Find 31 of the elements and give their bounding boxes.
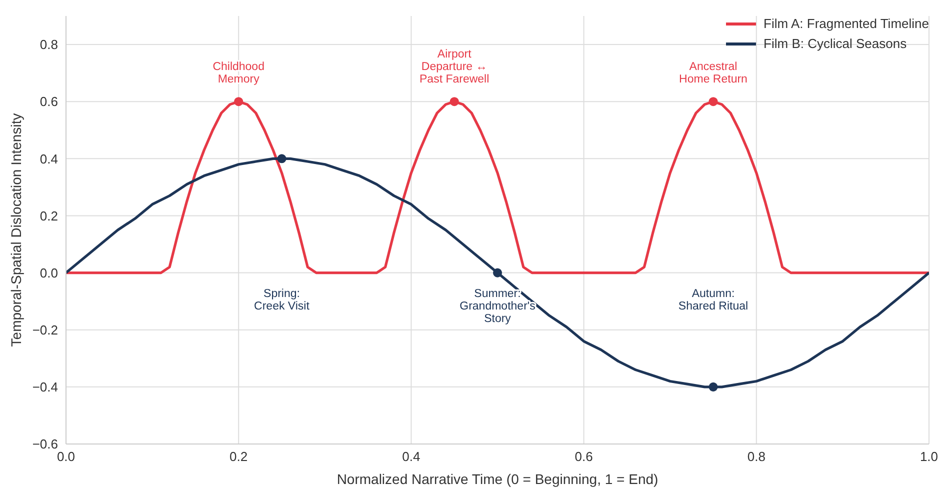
y-tick-label: 0.6 (40, 94, 58, 110)
line-series (66, 157, 929, 388)
annotation: Summer: Grandmother's Story (460, 288, 536, 325)
x-tick-label: 0.6 (574, 449, 593, 464)
point (708, 382, 718, 392)
y-tick-label: 0.4 (40, 151, 58, 166)
y-tick-label: −0.2 (32, 322, 58, 338)
x-tick-label: 1.0 (920, 449, 938, 464)
x-axis-title: Normalized Narrative Time (0 = Beginning, 1 = End) (336, 471, 658, 487)
point (492, 268, 502, 278)
annotation: Airport Departure ↔ Past Farewell (420, 48, 490, 86)
annotation: Ancestral Home Return (679, 61, 748, 86)
point (234, 97, 244, 106)
x-tick-label: 0.8 (747, 449, 766, 464)
x-tick-label: 0.4 (402, 449, 420, 464)
legend-label: Film B: Cyclical Seasons (764, 35, 907, 53)
x-tick-label: 0.0 (56, 449, 76, 464)
y-tick-label: −0.6 (32, 436, 58, 452)
annotation: Childhood Memory (212, 61, 264, 86)
y-tick-label: −0.4 (32, 380, 58, 395)
y-tick-label: 0.0 (40, 265, 58, 280)
point (708, 97, 718, 106)
point (277, 154, 286, 164)
x-tick-label: 0.2 (230, 449, 248, 464)
annotation: Autumn: Shared Ritual (678, 288, 748, 312)
legend-label: Film A: Fragmented Timeline (764, 15, 929, 33)
y-tick-label: 0.2 (40, 208, 58, 224)
point (450, 97, 459, 106)
annotation: Spring: Creek Visit (254, 288, 310, 312)
y-tick-label: 0.8 (40, 37, 58, 52)
y-axis-title: Temporal-Spatial Dislocation Intensity (8, 113, 24, 347)
